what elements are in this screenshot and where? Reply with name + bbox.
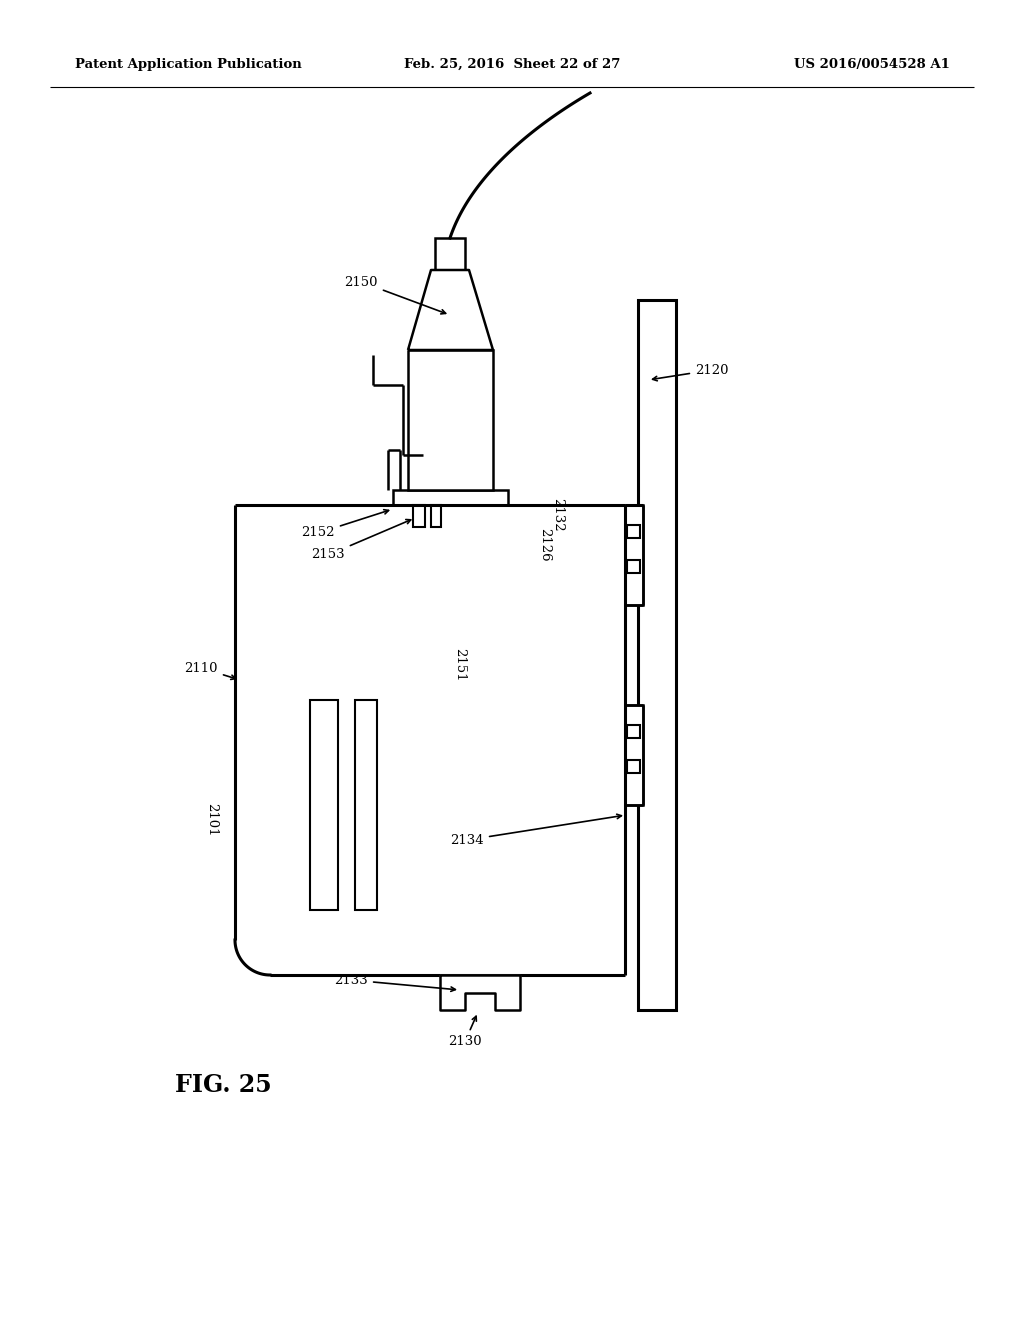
Bar	[355, 700, 377, 909]
Bar	[638, 300, 676, 1010]
Bar	[627, 560, 640, 573]
Bar	[431, 506, 441, 527]
Bar	[627, 760, 640, 774]
Text: FIG. 25: FIG. 25	[175, 1073, 271, 1097]
Text: 2126: 2126	[539, 528, 552, 562]
Bar	[625, 506, 643, 605]
Bar	[413, 506, 425, 527]
Text: 2150: 2150	[344, 276, 445, 314]
Text: Patent Application Publication: Patent Application Publication	[75, 58, 302, 71]
Text: 2152: 2152	[301, 510, 388, 540]
Text: 2110: 2110	[184, 661, 236, 680]
Text: 2153: 2153	[311, 520, 411, 561]
Bar	[625, 705, 643, 805]
Bar	[435, 238, 465, 271]
Bar	[627, 725, 640, 738]
Bar	[310, 700, 338, 909]
Text: Feb. 25, 2016  Sheet 22 of 27: Feb. 25, 2016 Sheet 22 of 27	[403, 58, 621, 71]
Text: 2120: 2120	[652, 363, 728, 380]
Polygon shape	[440, 975, 520, 1010]
Bar	[393, 490, 508, 506]
Text: 2151: 2151	[454, 648, 467, 681]
Text: 2130: 2130	[449, 1016, 482, 1048]
Text: 2101: 2101	[205, 804, 218, 837]
Bar	[408, 350, 493, 490]
Text: 2133: 2133	[334, 974, 456, 991]
Polygon shape	[408, 271, 493, 350]
Text: 2134: 2134	[451, 814, 622, 846]
Text: US 2016/0054528 A1: US 2016/0054528 A1	[795, 58, 950, 71]
Bar	[627, 525, 640, 539]
Text: 2132: 2132	[552, 498, 564, 532]
